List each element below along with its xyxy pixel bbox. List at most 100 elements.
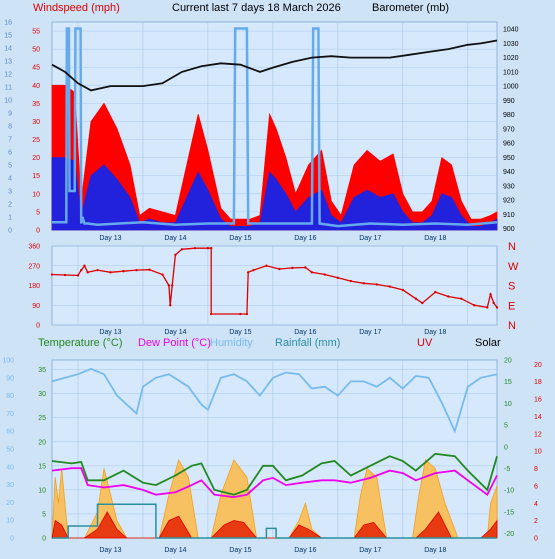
secondary-axis-tick: 20: [504, 358, 512, 365]
uv-axis-tick: 0: [534, 536, 538, 543]
windrun-axis-tick: 8: [8, 124, 12, 131]
day-label: Day 18: [424, 547, 446, 554]
direction-point: [245, 312, 249, 316]
direction-point: [486, 306, 489, 309]
barometer-axis-tick: 910: [503, 212, 515, 219]
windrun-axis-tick: 2: [8, 202, 12, 209]
secondary-axis-tick: -15: [504, 509, 514, 516]
direction-point: [122, 270, 125, 273]
series-humidity-line: [51, 367, 498, 434]
direction-point: [83, 264, 86, 267]
day-label: Day 15: [229, 547, 251, 554]
direction-point: [50, 273, 54, 276]
legend-humidity: Humidity: [210, 337, 253, 349]
direction-point: [135, 268, 138, 272]
windrun-axis-tick: 6: [8, 150, 12, 157]
direction-point: [323, 273, 327, 276]
windspeed-axis-tick: 25: [32, 137, 40, 144]
humidity-axis-tick: 50: [6, 447, 14, 454]
series-rainfall-line: [52, 503, 497, 539]
uv-axis-tick: 2: [534, 518, 538, 525]
day-label: Day 18: [424, 329, 446, 336]
temperature-axis-tick: 25: [38, 415, 46, 422]
day-label: Day 15: [229, 329, 251, 336]
humidity-axis-tick: 100: [2, 358, 14, 365]
compass-label-n: N: [508, 320, 516, 332]
temperature-axis-tick: 15: [38, 463, 46, 470]
direction-point: [148, 268, 151, 271]
temperature-axes: 010203040506070809010005101520253035-20-…: [2, 358, 542, 543]
barometer-axis-tick: 970: [503, 126, 515, 133]
barometer-axis-tick: 900: [503, 226, 515, 233]
compass-label-w: W: [508, 261, 519, 273]
day-label: Day 13: [99, 235, 121, 242]
direction-point: [161, 273, 164, 276]
windrun-axis-tick: 1: [8, 215, 12, 222]
day-label: Day 17: [359, 547, 381, 554]
series-windrun-line: [52, 27, 498, 228]
legend-solar: Solar: [475, 337, 501, 349]
temperature-axis-tick: 30: [38, 391, 46, 398]
legend-uv: UV: [417, 337, 433, 349]
secondary-axis-tick: 5: [504, 423, 508, 430]
direction-point: [414, 297, 417, 300]
direction-gridlines: Day 13 Day 14 Day 15 Day 16 Day 17 Day 18: [52, 245, 497, 336]
windspeed-axis-tick: 30: [32, 119, 40, 126]
direction-point: [209, 246, 213, 250]
day-label: Day 17: [359, 235, 381, 242]
windrun-axis-tick: 4: [8, 176, 12, 183]
day-label: Day 14: [164, 235, 186, 242]
windrun-axis-tick: 5: [8, 163, 12, 170]
windspeed-axis-tick: 50: [32, 47, 40, 54]
windspeed-axis-tick: 40: [32, 83, 40, 90]
windrun-axis-tick: 0: [8, 228, 12, 235]
direction-point: [434, 290, 437, 294]
secondary-axis-tick: -10: [504, 488, 514, 495]
windspeed-axis-tick: 45: [32, 65, 40, 72]
temperature-chart: Day 13 Day 14 Day 15 Day 16 Day 17 Day 18 0 10…: [2, 358, 542, 555]
humidity-axis-tick: 70: [6, 411, 14, 418]
direction-point: [76, 274, 80, 277]
direction-point: [401, 288, 405, 292]
direction-point: [304, 266, 307, 269]
temperature-axis-tick: 35: [38, 367, 46, 374]
direction-point: [209, 312, 213, 316]
windspeed-axis-tick: 5: [36, 209, 40, 216]
direction-point: [278, 267, 281, 271]
direction-point: [489, 293, 492, 296]
direction-point: [63, 273, 67, 277]
direction-point: [349, 279, 353, 283]
temperature-series: [51, 367, 498, 539]
uv-axis-tick: 16: [534, 397, 542, 404]
wind-barometer-chart: Day 13 Day 14 Day 15 Day 16 Day 17 Day 18 012…: [4, 20, 518, 243]
direction-chart: Day 13 Day 14 Day 15 Day 16 Day 17 Day 18 0 90…: [28, 241, 519, 336]
direction-point: [388, 285, 392, 288]
direction-axis-tick: 180: [28, 283, 40, 290]
direction-axis-tick: 270: [28, 263, 40, 270]
barometer-axis-tick: 1000: [503, 84, 519, 91]
series-pressure-line: [51, 39, 498, 92]
windrun-axis-tick: 10: [4, 98, 12, 105]
uv-axis-tick: 20: [534, 362, 542, 369]
series-dew-point-line: [51, 467, 498, 499]
barometer-axis-tick: 990: [503, 98, 515, 105]
direction-point: [206, 246, 210, 250]
barometer-axis-tick: 980: [503, 112, 515, 119]
compass-label-e: E: [508, 300, 515, 312]
temperature-axis-tick: 0: [42, 536, 46, 543]
barometer-axis-tick: 1010: [503, 69, 519, 76]
direction-point: [170, 284, 174, 287]
day-label: Day 13: [99, 329, 121, 336]
temperature-axis-tick: 10: [38, 487, 46, 494]
humidity-axis-tick: 80: [6, 393, 14, 400]
windrun-axis-tick: 3: [8, 189, 12, 196]
series-gust-area: [51, 84, 498, 231]
direction-point: [265, 264, 268, 267]
secondary-axis-tick: 0: [504, 444, 508, 451]
direction-point: [239, 312, 242, 316]
barometer-label: Barometer (mb): [372, 2, 449, 14]
windrun-axis-tick: 12: [4, 72, 12, 79]
direction-point: [252, 268, 255, 272]
